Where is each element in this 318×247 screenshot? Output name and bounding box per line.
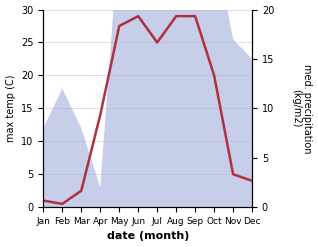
Y-axis label: med. precipitation
(kg/m2): med. precipitation (kg/m2) (291, 64, 313, 153)
X-axis label: date (month): date (month) (107, 231, 189, 242)
Y-axis label: max temp (C): max temp (C) (5, 75, 16, 142)
